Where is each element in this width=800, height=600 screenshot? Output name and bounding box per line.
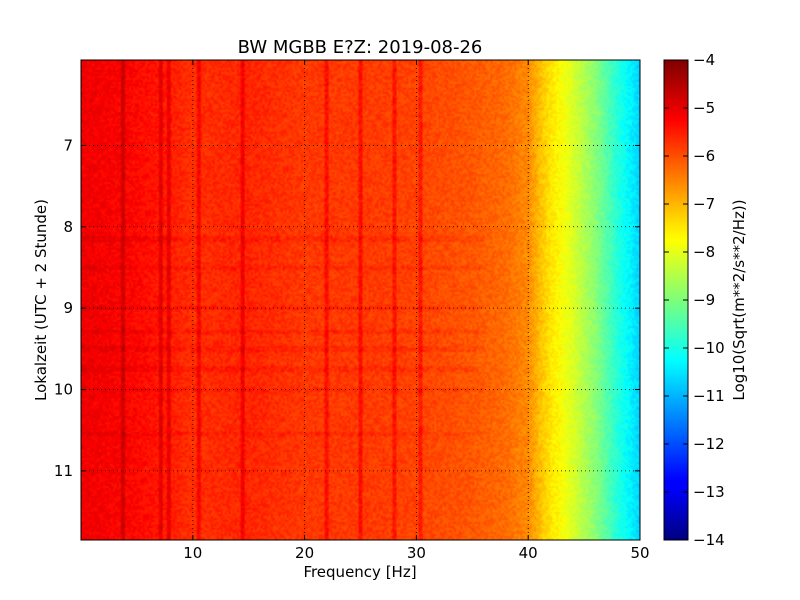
- y-tick-label: 9: [63, 299, 73, 317]
- colorbar-tick-label: −14: [693, 531, 725, 549]
- x-tick-label: 10: [183, 544, 202, 562]
- colorbar-tick-label: −6: [693, 147, 715, 165]
- y-tick-label: 7: [63, 136, 73, 154]
- colorbar-tick-label: −9: [693, 291, 715, 309]
- y-axis: 7 8 9 10 11: [54, 136, 640, 480]
- colorbar-tick-label: −13: [693, 483, 725, 501]
- x-tick-label: 30: [407, 544, 426, 562]
- plot-area: [80, 59, 641, 541]
- x-tick-label: 40: [519, 544, 538, 562]
- x-axis: 10 20 30 40 50: [183, 60, 650, 562]
- chart-title: BW MGBB E?Z: 2019-08-26: [238, 37, 483, 58]
- colorbar-label: Log10(Sqrt(m**2/s**2/Hz)): [730, 199, 748, 400]
- colorbar-ticks: −4 −5 −6 −7 −8 −9 −10 −11 −12 −13 −14: [664, 51, 725, 549]
- colorbar-tick-label: −12: [693, 435, 725, 453]
- y-tick-label: 11: [54, 462, 73, 480]
- grid-lines: [81, 60, 640, 540]
- colorbar-tick-label: −4: [693, 51, 715, 69]
- colorbar-tick-label: −7: [693, 195, 715, 213]
- colorbar-tick-label: −10: [693, 339, 725, 357]
- heatmap-image: [81, 60, 640, 540]
- x-axis-label: Frequency [Hz]: [303, 563, 416, 581]
- colorbar-tick-label: −5: [693, 99, 715, 117]
- x-tick-label: 20: [295, 544, 314, 562]
- x-tick-label: 50: [630, 544, 649, 562]
- colorbar-tick-label: −11: [693, 387, 725, 405]
- y-tick-label: 8: [63, 218, 73, 236]
- y-tick-label: 10: [54, 380, 73, 398]
- colorbar: −4 −5 −6 −7 −8 −9 −10 −11 −12 −13 −14 Log10(Sqrt(m…: [663, 51, 748, 549]
- plot-frame: [80, 59, 641, 541]
- y-axis-label: Lokalzeit (UTC + 2 Stunde): [32, 199, 50, 401]
- colorbar-tick-label: −8: [693, 243, 715, 261]
